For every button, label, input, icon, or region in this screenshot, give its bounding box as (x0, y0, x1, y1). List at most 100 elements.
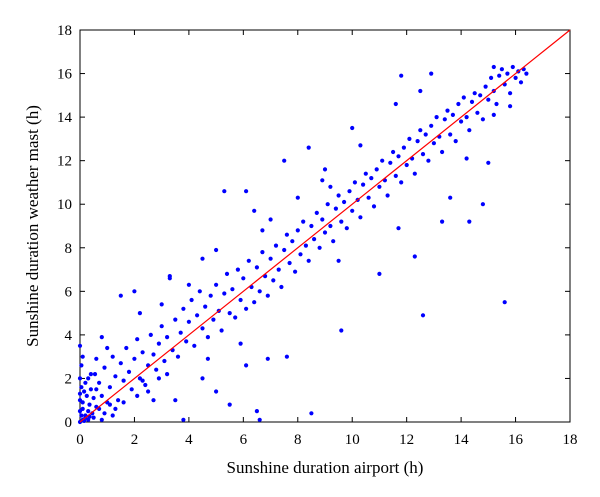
y-tick-label: 16 (57, 67, 73, 83)
data-point (480, 117, 485, 122)
data-point (165, 335, 170, 340)
data-point (358, 143, 363, 148)
data-point (464, 156, 469, 161)
data-point (80, 354, 85, 359)
data-point (165, 372, 170, 377)
data-point (347, 189, 352, 194)
data-point (420, 313, 426, 318)
data-point (399, 73, 404, 78)
data-point (238, 341, 243, 346)
data-point (322, 230, 328, 235)
data-point (459, 119, 464, 124)
data-point (391, 149, 396, 155)
x-tick-label: 10 (345, 432, 360, 448)
data-point (271, 278, 276, 283)
data-point (350, 208, 355, 213)
data-point (508, 104, 513, 109)
y-tick-label: 18 (57, 23, 72, 39)
data-point (77, 409, 83, 414)
data-point (475, 110, 480, 115)
data-point (241, 276, 246, 281)
data-point (205, 335, 210, 340)
y-tick-label: 0 (65, 415, 73, 431)
data-point (418, 88, 423, 94)
data-point (448, 195, 453, 200)
data-point (156, 341, 161, 346)
data-point (254, 409, 259, 414)
data-point (99, 335, 104, 340)
x-tick-label: 12 (399, 432, 414, 448)
data-point (80, 400, 85, 405)
x-tick-label: 2 (131, 432, 139, 448)
data-point (431, 141, 436, 146)
data-point (82, 389, 87, 394)
data-point (79, 413, 84, 418)
data-point (399, 180, 404, 185)
data-point (246, 258, 251, 263)
data-point (276, 267, 281, 272)
data-point (440, 149, 445, 155)
data-point (415, 139, 420, 144)
data-point (491, 112, 496, 117)
data-point (175, 354, 181, 359)
data-point (486, 97, 491, 102)
data-point (268, 217, 273, 222)
data-point (282, 158, 287, 163)
data-point (491, 64, 496, 70)
data-point (154, 367, 159, 372)
x-tick-label: 6 (240, 432, 248, 448)
data-point (137, 311, 142, 316)
data-point (331, 239, 336, 244)
y-tick-label: 12 (57, 154, 72, 170)
data-point (79, 363, 84, 368)
data-point (366, 195, 371, 200)
data-point (118, 293, 123, 298)
data-point (140, 378, 145, 383)
data-point (91, 395, 96, 401)
data-point (314, 210, 319, 215)
data-point (450, 112, 455, 117)
data-point (295, 228, 300, 233)
data-point (151, 352, 156, 357)
data-point (260, 228, 265, 233)
data-point (279, 284, 284, 290)
data-point (86, 409, 91, 414)
data-point (254, 265, 259, 270)
data-point (461, 95, 466, 100)
data-point (295, 195, 300, 200)
data-point (140, 350, 145, 355)
x-tick-label: 4 (185, 432, 193, 448)
x-tick-label: 0 (76, 432, 84, 448)
data-points (77, 64, 529, 425)
data-point (268, 256, 273, 261)
data-point (92, 372, 98, 377)
data-point (412, 254, 417, 259)
data-point (181, 306, 186, 311)
data-point (464, 115, 469, 120)
data-point (110, 413, 115, 418)
data-point (79, 385, 84, 390)
x-tick-label: 8 (294, 432, 302, 448)
data-point (333, 206, 338, 211)
data-point (497, 73, 502, 78)
x-axis-label: Sunshine duration airport (h) (227, 458, 424, 477)
y-axis: 0 2 4 6 8 10 12 14 16 18 (57, 23, 570, 431)
data-point (173, 398, 178, 403)
data-point (309, 411, 314, 416)
data-point (184, 339, 189, 344)
data-point (186, 319, 191, 324)
data-point (94, 387, 99, 392)
data-point (203, 304, 208, 309)
data-point (214, 389, 219, 394)
data-point (238, 297, 243, 303)
data-point (478, 93, 483, 98)
data-point (442, 117, 447, 122)
y-tick-label: 8 (65, 241, 73, 257)
data-point (352, 180, 357, 185)
data-point (385, 193, 390, 198)
data-point (181, 417, 186, 422)
data-point (118, 361, 123, 366)
data-point (404, 162, 409, 168)
data-point (396, 226, 401, 231)
data-point (121, 378, 126, 383)
